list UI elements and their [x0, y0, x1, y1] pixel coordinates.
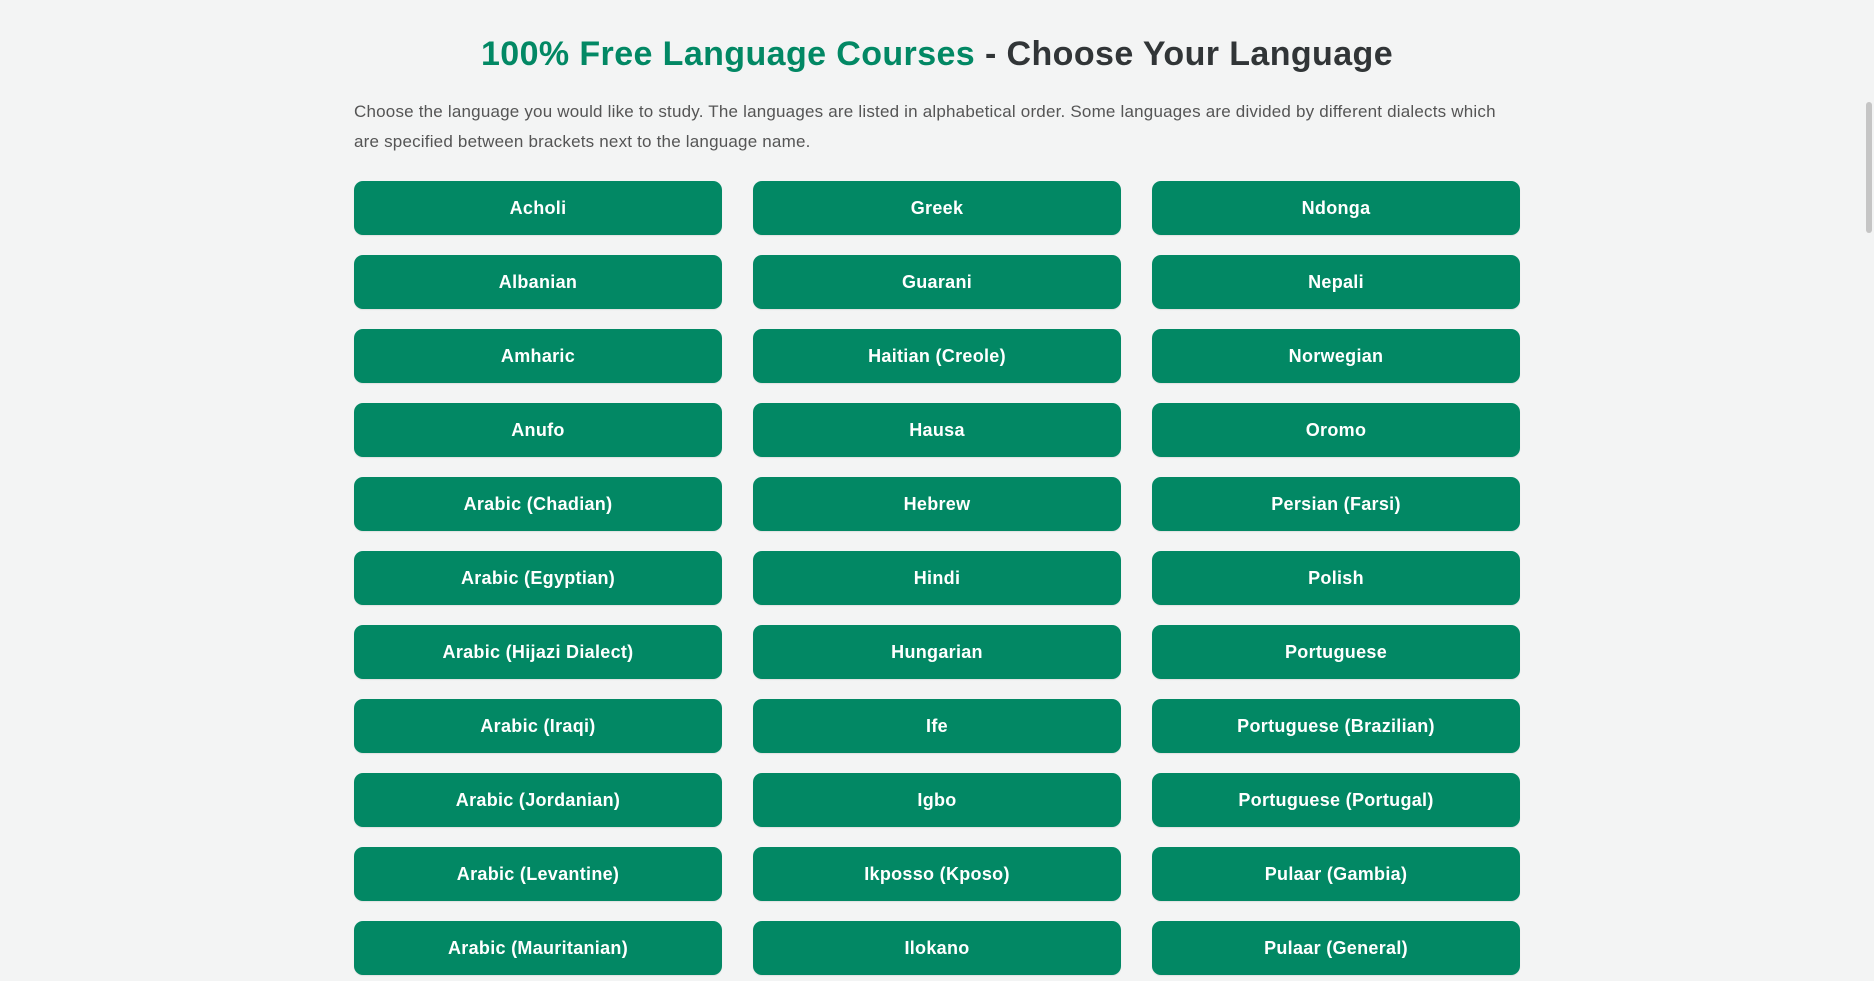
page-title-highlight: 100% Free Language Courses	[480, 35, 976, 73]
language-button-arabic-levantine[interactable]: Arabic (Levantine)	[354, 847, 722, 901]
language-button-polish[interactable]: Polish	[1152, 551, 1520, 605]
language-button-hebrew[interactable]: Hebrew	[753, 477, 1121, 531]
language-button-arabic-hijazi-dialect[interactable]: Arabic (Hijazi Dialect)	[354, 625, 722, 679]
language-button-ikposso-kposo[interactable]: Ikposso (Kposo)	[753, 847, 1121, 901]
language-button-ilokano[interactable]: Ilokano	[753, 921, 1121, 975]
language-button-arabic-egyptian[interactable]: Arabic (Egyptian)	[354, 551, 722, 605]
language-button-greek[interactable]: Greek	[753, 181, 1121, 235]
language-button-portuguese[interactable]: Portuguese	[1152, 625, 1520, 679]
language-button-arabic-iraqi[interactable]: Arabic (Iraqi)	[354, 699, 722, 753]
language-button-norwegian[interactable]: Norwegian	[1152, 329, 1520, 383]
language-button-guarani[interactable]: Guarani	[753, 255, 1121, 309]
page-description: Choose the language you would like to st…	[354, 102, 1496, 151]
language-button-persian-farsi[interactable]: Persian (Farsi)	[1152, 477, 1520, 531]
page-title: 100% Free Language Courses - Choose Your…	[354, 0, 1520, 77]
page-title-rest: - Choose Your Language	[984, 35, 1394, 73]
language-button-anufo[interactable]: Anufo	[354, 403, 722, 457]
language-button-oromo[interactable]: Oromo	[1152, 403, 1520, 457]
language-button-pulaar-gambia[interactable]: Pulaar (Gambia)	[1152, 847, 1520, 901]
language-button-arabic-chadian[interactable]: Arabic (Chadian)	[354, 477, 722, 531]
language-button-arabic-jordanian[interactable]: Arabic (Jordanian)	[354, 773, 722, 827]
language-button-nepali[interactable]: Nepali	[1152, 255, 1520, 309]
language-button-portuguese-brazilian[interactable]: Portuguese (Brazilian)	[1152, 699, 1520, 753]
language-button-arabic-mauritanian[interactable]: Arabic (Mauritanian)	[354, 921, 722, 975]
language-button-igbo[interactable]: Igbo	[753, 773, 1121, 827]
language-button-ndonga[interactable]: Ndonga	[1152, 181, 1520, 235]
language-button-ife[interactable]: Ife	[753, 699, 1121, 753]
language-button-hungarian[interactable]: Hungarian	[753, 625, 1121, 679]
language-button-pulaar-general[interactable]: Pulaar (General)	[1152, 921, 1520, 975]
language-button-portuguese-portugal[interactable]: Portuguese (Portugal)	[1152, 773, 1520, 827]
language-button-amharic[interactable]: Amharic	[354, 329, 722, 383]
language-button-haitian-creole[interactable]: Haitian (Creole)	[753, 329, 1121, 383]
language-button-hindi[interactable]: Hindi	[753, 551, 1121, 605]
language-grid: Acholi Greek Ndonga Albanian Guarani Nepali Am…	[354, 181, 1520, 975]
language-courses-page: 100% Free Language Courses - Choose Your…	[354, 0, 1520, 975]
language-button-hausa[interactable]: Hausa	[753, 403, 1121, 457]
language-button-albanian[interactable]: Albanian	[354, 255, 722, 309]
language-button-acholi[interactable]: Acholi	[354, 181, 722, 235]
scrollbar-thumb[interactable]	[1866, 102, 1872, 233]
